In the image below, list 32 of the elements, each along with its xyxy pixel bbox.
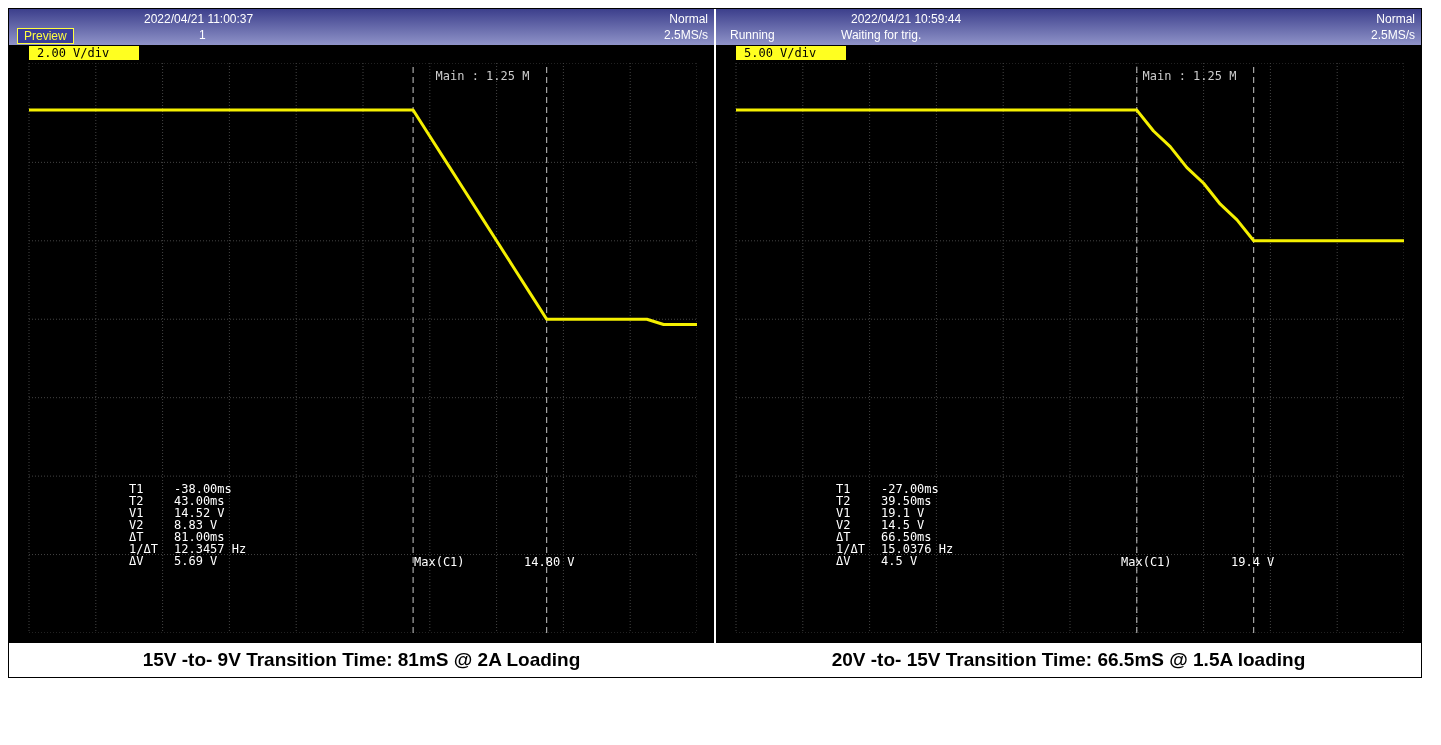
text: Waiting for trig. [841, 28, 922, 42]
text: 2.00 V/div [29, 46, 140, 60]
text: 2022/04/21 11:00:37 [144, 12, 254, 26]
text: T1 -27.00ms [836, 482, 939, 496]
text: Max(C1) 19.4 V [1121, 555, 1275, 569]
text: 1/ΔT 15.0376 Hz [836, 542, 954, 556]
text: 2.5MS/s [663, 28, 708, 42]
text: Normal [1376, 12, 1415, 26]
text: T1 -38.00ms [129, 482, 232, 496]
text: 5.00 V/div [736, 46, 847, 60]
text: Main : 1.25 M [435, 69, 530, 83]
text: V1 14.52 V [129, 506, 225, 520]
text: Main : 1.25 M [1142, 69, 1237, 83]
text: ΔT 66.50ms [836, 530, 932, 544]
text: V1 19.1 V [836, 506, 925, 520]
text: Running [729, 28, 776, 42]
text: 20V -to- 15V Transition Time: 66.5mS @ 1.5A loading [830, 648, 1307, 672]
text: 15V -to- 9V Transition Time: 81mS @ 2A Loading [141, 648, 582, 672]
text: Normal [669, 12, 708, 26]
text: Max(C1) 14.80 V [414, 555, 575, 569]
text: 2.5MS/s [1370, 28, 1415, 42]
text: ΔV 4.5 V [836, 554, 918, 568]
text: 2022/04/21 10:59:44 [851, 12, 962, 26]
text: 1 [199, 28, 206, 42]
text: T2 43.00ms [129, 494, 225, 508]
text: V2 14.5 V [836, 518, 925, 532]
text: Preview [17, 28, 74, 44]
text: ΔV 5.69 V [129, 554, 218, 568]
text: 1/ΔT 12.3457 Hz [129, 542, 247, 556]
text: ΔT 81.00ms [129, 530, 225, 544]
text: T2 39.50ms [836, 494, 932, 508]
text: V2 8.83 V [129, 518, 218, 532]
